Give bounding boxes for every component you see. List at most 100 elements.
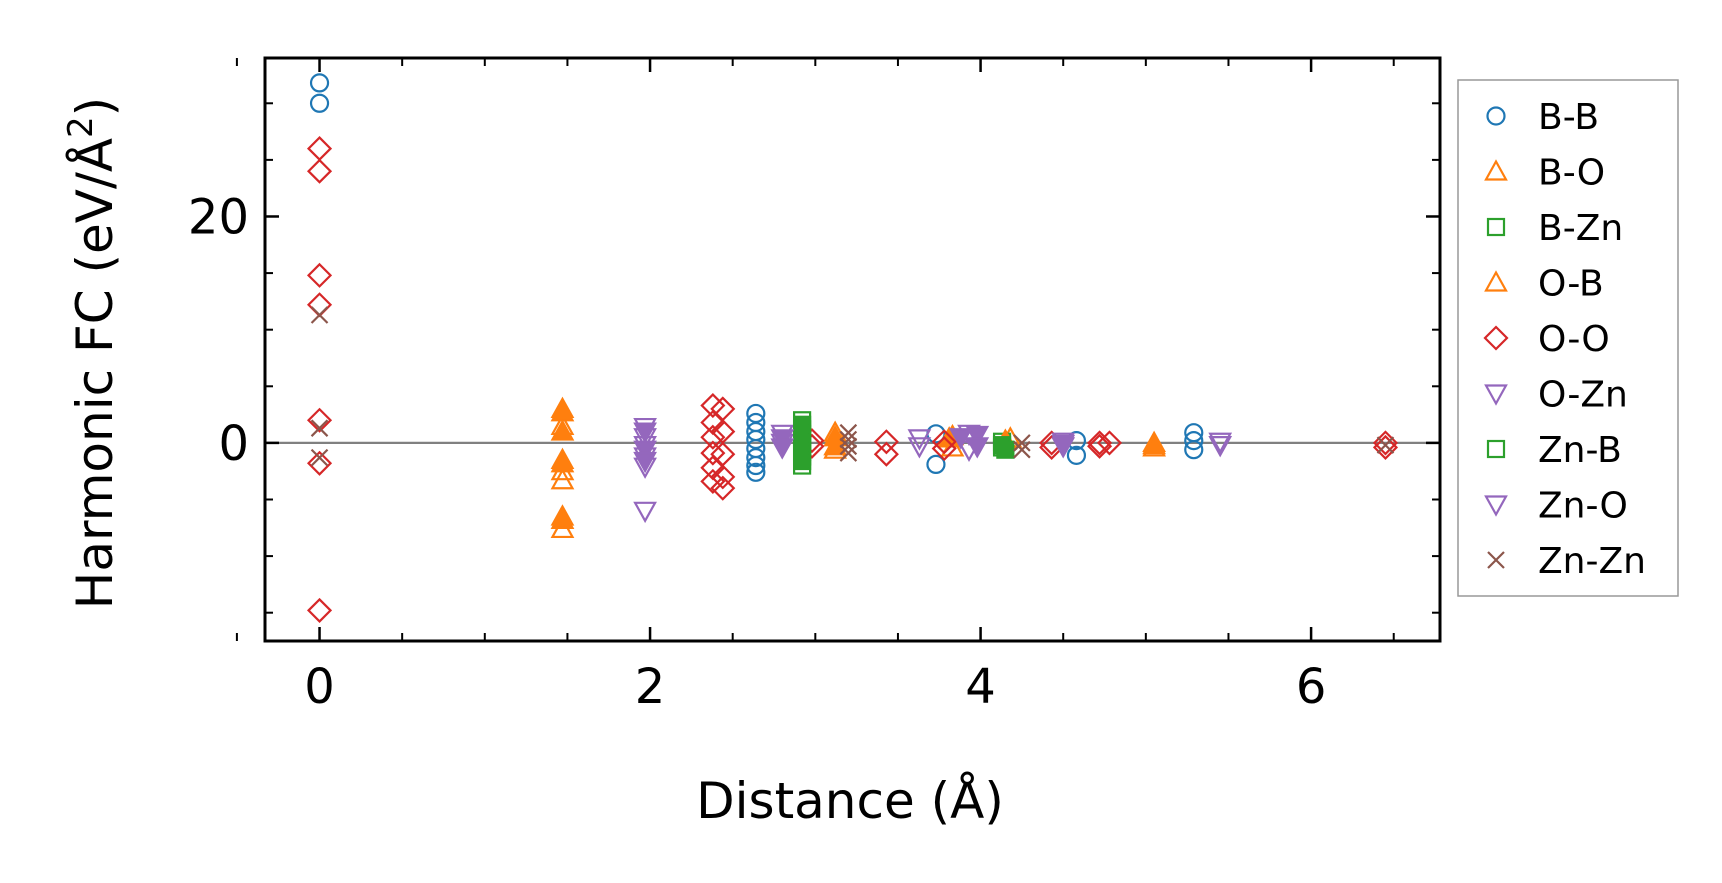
data-point	[839, 444, 858, 462]
series-zn-o	[633, 422, 1076, 474]
data-point	[550, 467, 575, 490]
legend-entry: Zn-O	[1484, 486, 1628, 527]
axes-frame	[263, 56, 1442, 643]
data-point	[700, 440, 726, 466]
data-point	[1372, 434, 1399, 460]
legend-marker	[1484, 495, 1508, 517]
data-point	[1096, 430, 1123, 456]
data-point	[306, 158, 333, 184]
data-point	[996, 440, 1015, 459]
y-axis-label: Harmonic FC (eV/Å2)	[61, 97, 124, 609]
data-point	[746, 448, 766, 468]
data-point	[873, 429, 899, 455]
axis-ticks: 0 2 4 6 0 20	[188, 58, 1440, 715]
legend-label: B-Zn	[1538, 208, 1623, 249]
data-point	[931, 435, 957, 462]
data-point	[1013, 434, 1031, 452]
plot-background	[265, 58, 1440, 641]
x-tick-label: 6	[1296, 659, 1327, 715]
legend-marker	[1484, 270, 1508, 292]
data-point	[306, 597, 333, 623]
legend-entry: O-B	[1484, 264, 1604, 305]
legend-marker	[1484, 159, 1508, 181]
data-point	[1051, 434, 1076, 457]
y-axis-label-close: )	[66, 97, 124, 117]
data-point	[746, 429, 766, 450]
y-tick-label: 20	[188, 189, 249, 245]
data-point	[770, 438, 795, 460]
legend-marker	[1487, 551, 1505, 569]
data-point	[965, 437, 990, 459]
data-point	[633, 440, 657, 462]
data-point	[633, 501, 657, 524]
data-point	[1013, 440, 1031, 459]
data-points	[306, 73, 1399, 623]
data-point	[1087, 433, 1113, 459]
x-tick-label: 0	[304, 659, 335, 715]
x-tick-label: 2	[635, 659, 666, 715]
data-point	[823, 434, 848, 456]
data-point	[1376, 436, 1395, 454]
data-point	[1066, 445, 1087, 465]
data-point	[907, 437, 932, 459]
data-point	[926, 454, 946, 475]
y-axis-label-main: Harmonic FC (eV/Å	[66, 138, 124, 609]
legend-label: O-Zn	[1538, 375, 1628, 416]
x-tick-label: 4	[965, 659, 996, 715]
legend-label: Zn-Zn	[1538, 541, 1646, 582]
legend-label: O-O	[1538, 319, 1610, 360]
legend-label: B-B	[1538, 97, 1599, 138]
data-point	[1142, 432, 1166, 455]
x-axis-label: Distance (Å)	[696, 772, 1004, 830]
legend-entry: B-B	[1486, 97, 1599, 138]
data-point	[700, 468, 726, 494]
plot-area	[265, 58, 1440, 641]
data-point	[633, 451, 657, 474]
legend-label: Zn-O	[1538, 486, 1628, 527]
axes	[263, 56, 1442, 643]
data-point	[310, 448, 329, 467]
legend-entry: Zn-B	[1486, 430, 1622, 471]
legend-marker	[1484, 384, 1508, 406]
data-point	[792, 451, 812, 471]
data-point	[965, 425, 990, 448]
data-point	[839, 423, 858, 442]
legend-marker	[1486, 439, 1506, 459]
legend-entry: O-Zn	[1484, 375, 1628, 416]
data-point	[931, 429, 957, 455]
legend-label: O-B	[1538, 264, 1604, 305]
data-point	[746, 455, 766, 476]
data-point	[839, 430, 858, 449]
legend-entry: B-Zn	[1486, 208, 1623, 249]
data-point	[550, 419, 575, 441]
legend-label: B-O	[1538, 153, 1605, 194]
y-tick-label: 0	[218, 416, 249, 472]
data-point	[306, 407, 333, 433]
data-point	[1184, 440, 1204, 460]
data-point	[948, 428, 973, 450]
legend-marker	[1486, 106, 1506, 126]
data-point	[873, 441, 899, 467]
legend-entry: Zn-Zn	[1487, 541, 1646, 582]
legend-entry: B-O	[1484, 153, 1605, 194]
data-point	[710, 464, 736, 490]
legend-marker	[1483, 325, 1509, 351]
data-point	[310, 419, 329, 437]
data-point	[550, 451, 575, 473]
series-o-o	[306, 136, 1399, 623]
data-point	[550, 507, 575, 529]
y-axis-label-superscript: 2	[61, 116, 101, 138]
data-point	[306, 262, 333, 288]
series-zn-zn	[310, 306, 1395, 467]
data-point	[306, 450, 333, 476]
data-point	[700, 424, 726, 450]
legend-marker	[1486, 217, 1506, 237]
data-point	[309, 93, 330, 113]
data-point	[839, 437, 858, 456]
data-point	[746, 462, 766, 482]
data-point	[309, 73, 330, 93]
legend: B-B B-O B-Zn O-B O-O O-Zn Zn-B Zn-O Zn-Zn	[1457, 79, 1679, 597]
data-point	[746, 403, 766, 424]
legend-label: Zn-B	[1538, 430, 1622, 471]
